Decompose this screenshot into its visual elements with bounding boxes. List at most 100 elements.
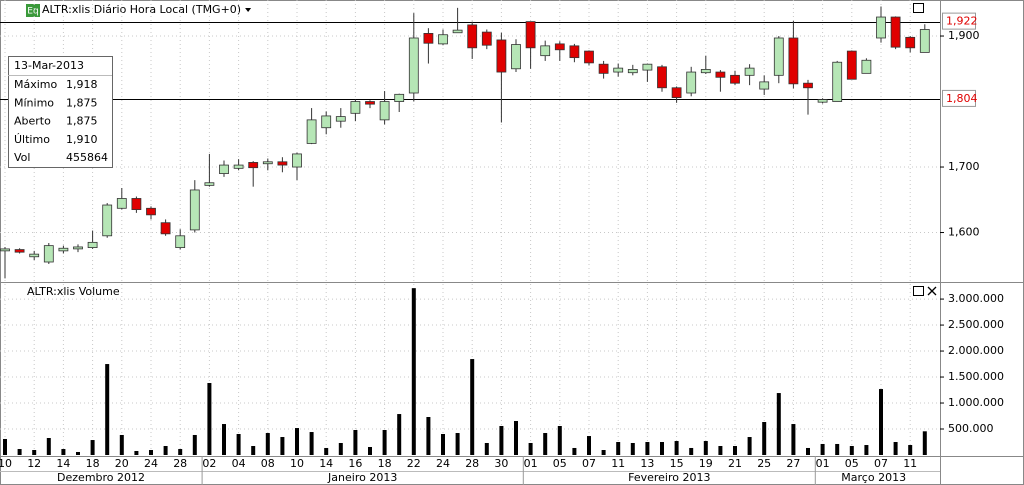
volume-bar [119,434,124,455]
candle-body [773,37,784,76]
candle-body [876,16,886,39]
x-tick-label: 10 [0,457,12,470]
volume-bar [791,424,796,455]
info-value: 1,875 [66,96,98,109]
x-tick-label: 22 [407,457,421,470]
y-tick-label: 500.000 [948,422,994,435]
candle-body [496,39,507,73]
volume-bar [762,421,767,455]
candle-body [292,153,302,168]
candle-body [73,246,83,250]
volume-bar [718,446,723,455]
menu-arrow[interactable] [245,8,252,12]
volume-bar [557,425,562,455]
y-tick-label: 2.500.000 [948,318,1004,331]
x-tick-label: 08 [261,457,275,470]
y-tick-label: 1,900 [948,29,980,42]
volume-bar [265,433,270,455]
volume-bar [32,450,37,455]
candle-body [102,204,113,237]
candle-body [919,29,930,53]
volume-bar [543,433,548,455]
volume-bar [703,441,708,455]
reference-label-box [942,89,976,107]
reference-label: 1,922 [946,15,978,28]
x-tick-label: 18 [86,457,100,470]
volume-bar [747,437,752,455]
volume-bar [134,450,139,455]
x-tick-label: 05 [845,457,859,470]
volume-bar [645,442,650,455]
x-tick-label: 07 [874,457,888,470]
candle-body [803,82,813,89]
candle-body [715,71,726,78]
volume-bar [105,364,110,455]
y-tick-label: 1,700 [948,160,980,173]
candle-body [219,164,229,174]
candle-body [379,101,390,121]
volume-bar [207,383,212,455]
x-tick-label: 01 [816,457,830,470]
candle-body [14,249,25,253]
x-tick-label: 11 [903,457,917,470]
volume-bar [528,442,533,455]
info-value: 1,875 [66,115,98,128]
candle-body [511,44,521,70]
volume-bar [601,450,606,455]
volume-bar [3,438,7,455]
volume-bar [455,433,460,455]
y-tick-label: 2.000.000 [948,344,1004,357]
candle-body [277,161,288,166]
x-tick-label: 07 [582,457,596,470]
volume-bar [90,440,95,455]
volume-bar [163,446,168,455]
candle-body [759,81,770,90]
x-tick-label: 28 [465,457,479,470]
volume-bar [222,424,226,455]
candle-body [744,67,755,76]
candle-body [233,164,244,169]
volume-bar [426,417,431,455]
x-tick-label: 13 [640,457,654,470]
volume-bar [630,442,635,455]
candle-body [131,198,142,211]
x-tick-label: 18 [378,457,392,470]
volume-bar [338,442,343,455]
maximize-icon[interactable] [913,3,924,13]
month-label: Janeiro 2013 [327,471,397,484]
volume-bar [295,428,299,455]
volume-bar [879,389,883,455]
candle-body [467,24,478,49]
volume-bar [835,443,840,455]
volume-bar [76,451,80,455]
candle-body [657,66,667,89]
volume-bar [236,434,241,455]
volume-bar [616,442,621,455]
info-label: Vol [14,151,30,164]
close-icon[interactable] [927,286,937,296]
x-tick-label: 10 [290,457,304,470]
volume-bar [441,434,445,455]
badge-text: Eq [27,7,38,17]
candle-body [846,50,857,80]
x-tick-label: 04 [232,457,246,470]
x-tick-label: 20 [115,457,129,470]
info-date: 13-Mar-2013 [14,59,84,72]
candle-body [306,119,317,144]
candle-body [540,45,551,57]
volume-bar [149,450,153,455]
maximize-icon[interactable] [913,286,924,296]
candle-body [394,93,405,102]
x-tick-label: 30 [494,457,508,470]
candle-body [890,16,901,48]
volume-bar [776,393,781,455]
volume-bar [61,449,66,455]
candle-body [43,245,54,263]
candle-body [569,45,580,59]
candle-body [730,74,740,84]
x-tick-label: 01 [524,457,538,470]
info-value: 1,910 [66,133,98,146]
candle-body [365,101,375,105]
volume-bar [806,447,810,455]
